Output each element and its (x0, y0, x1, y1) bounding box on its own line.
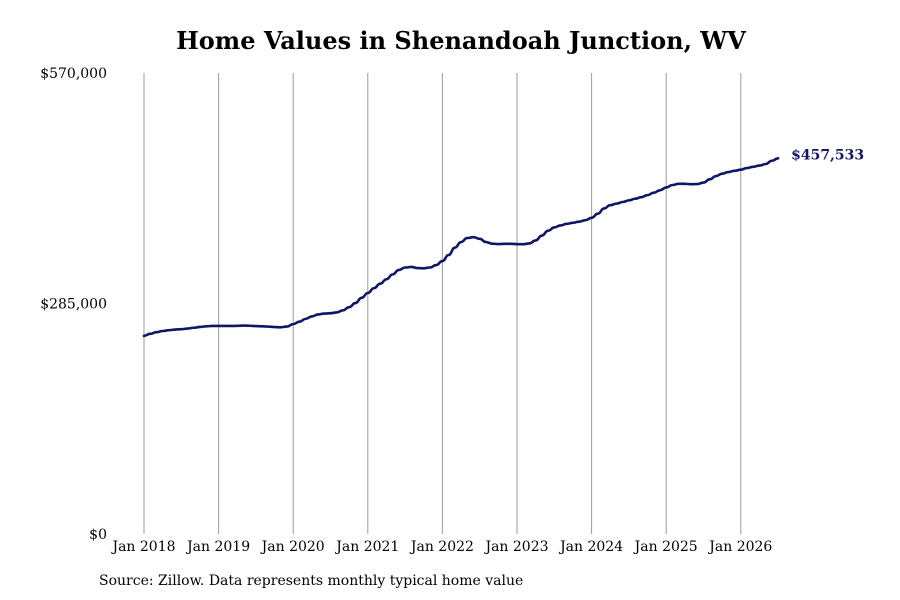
x-tick-label: Jan 2019 (185, 539, 250, 555)
x-tick-label: Jan 2020 (260, 539, 325, 555)
chart-title: Home Values in Shenandoah Junction, WV (176, 26, 746, 55)
source-note: Source: Zillow. Data represents monthly … (99, 573, 524, 589)
y-tick-label: $0 (89, 527, 107, 543)
x-tick-label: Jan 2024 (558, 539, 623, 555)
x-tick-label: Jan 2018 (110, 539, 175, 555)
series-line (142, 157, 780, 338)
y-tick-label: $570,000 (40, 66, 107, 82)
x-tick-label: Jan 2025 (633, 539, 698, 555)
x-tick-label: Jan 2026 (707, 539, 772, 555)
x-tick-label: Jan 2022 (409, 539, 474, 555)
end-value-label: $457,533 (791, 147, 864, 163)
x-tick-label: Jan 2021 (334, 539, 399, 555)
y-tick-label: $285,000 (40, 297, 107, 313)
x-tick-label: Jan 2023 (483, 539, 548, 555)
